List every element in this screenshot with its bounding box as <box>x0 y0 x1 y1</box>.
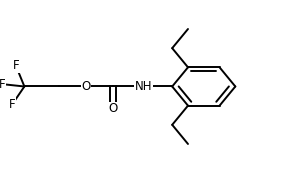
Text: F: F <box>9 98 16 111</box>
Text: O: O <box>82 80 91 93</box>
Text: NH: NH <box>135 80 152 93</box>
Text: F: F <box>0 78 5 91</box>
Text: O: O <box>109 102 118 115</box>
Text: F: F <box>12 59 19 72</box>
